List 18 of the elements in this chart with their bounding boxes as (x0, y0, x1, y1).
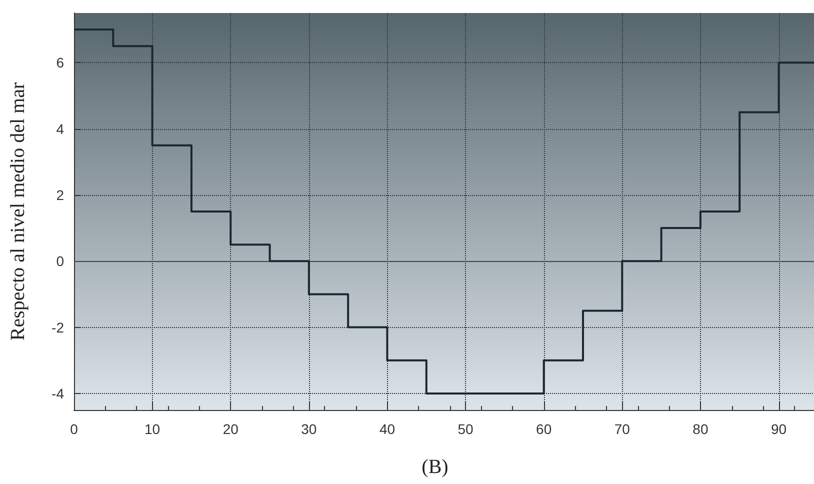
y-axis-title: Respecto al nivel medio del mar (7, 82, 29, 341)
y-tick-label: -4 (52, 385, 64, 402)
y-tick-label: -2 (52, 319, 64, 336)
text: (B) (422, 456, 448, 478)
y-tick-label: 4 (56, 120, 64, 137)
x-tick-label: 90 (770, 421, 787, 437)
y-tick-label: 0 (56, 253, 64, 270)
y-tick-label: 2 (56, 186, 64, 203)
x-tick-label: 40 (379, 421, 396, 437)
x-tick-label: 50 (458, 421, 474, 437)
x-tick-label: 30 (301, 421, 317, 437)
x-tick-label: 10 (144, 421, 160, 437)
x-tick-label: 0 (70, 421, 78, 437)
x-tick-label: 60 (536, 421, 552, 437)
y-tick-label: 6 (56, 54, 64, 71)
x-tick-label: 80 (692, 421, 708, 437)
x-tick-label: 70 (614, 421, 630, 437)
x-tick-label: 20 (222, 421, 239, 437)
